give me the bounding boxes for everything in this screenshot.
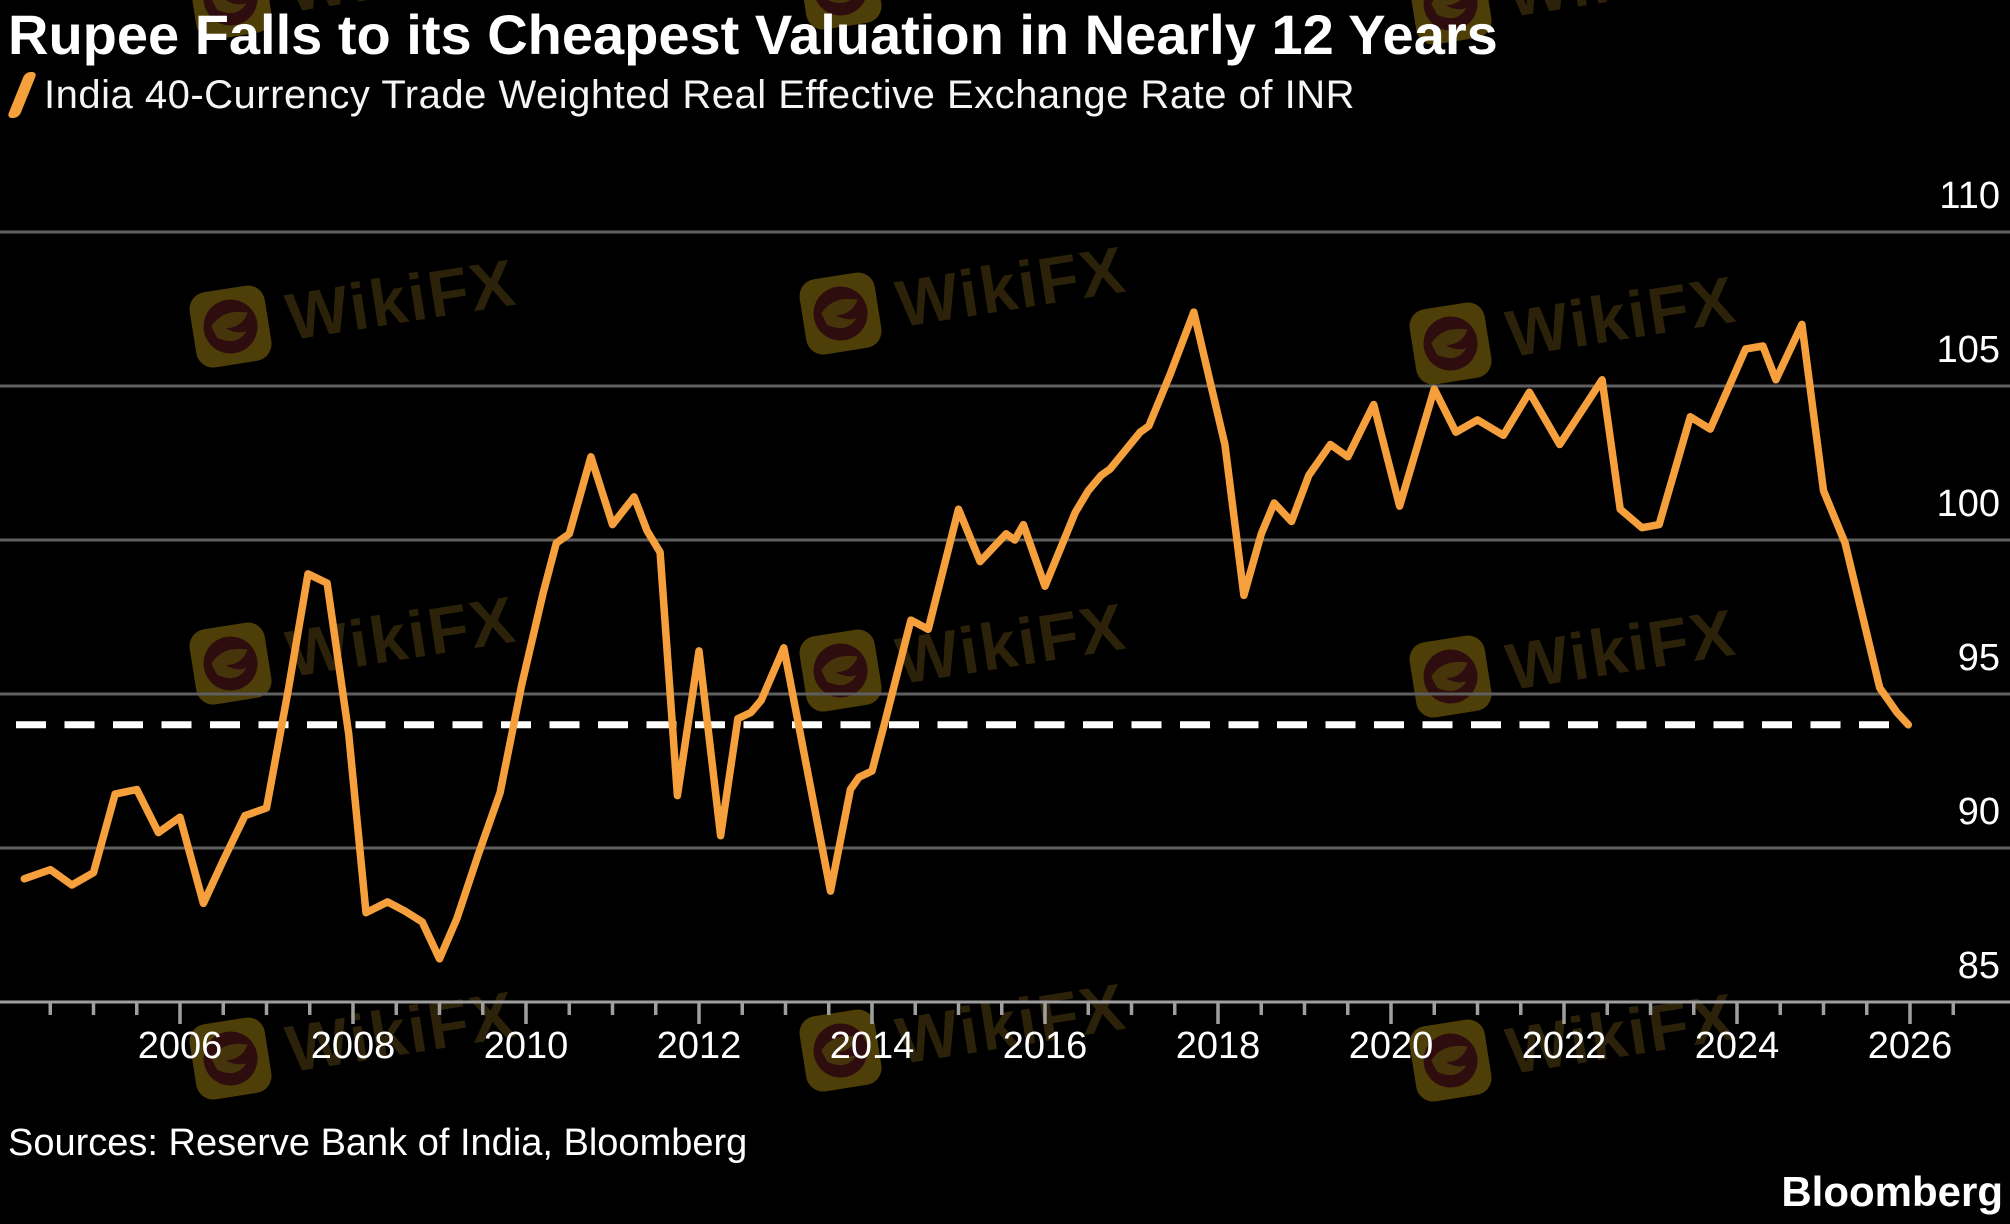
x-axis-label-2008: 2008 — [310, 1025, 396, 1067]
bloomberg-logo: Bloomberg — [1781, 1168, 2003, 1215]
x-axis-label-2018: 2018 — [1175, 1025, 1261, 1067]
x-axis-label-2024: 2024 — [1694, 1025, 1780, 1067]
x-axis-label-2010: 2010 — [483, 1025, 569, 1067]
x-axis-label-2006: 2006 — [137, 1025, 223, 1067]
reer-series-line — [20, 308, 1913, 963]
y-axis-label-100: 100 — [1936, 483, 2000, 525]
x-axis-label-2020: 2020 — [1348, 1025, 1434, 1067]
sources-note: Sources: Reserve Bank of India, Bloomber… — [8, 1122, 748, 1164]
orange-slash-icon — [6, 72, 38, 118]
y-axis-label-85: 85 — [1957, 945, 2000, 987]
x-axis-label-2022: 2022 — [1521, 1025, 1607, 1067]
x-axis-label-2012: 2012 — [656, 1025, 742, 1067]
x-axis-label-2014: 2014 — [829, 1025, 915, 1067]
y-axis-label-110: 110 — [1939, 175, 2000, 217]
chart-title: Rupee Falls to its Cheapest Valuation in… — [8, 3, 1498, 66]
x-axis-label-2026: 2026 — [1867, 1025, 1953, 1067]
x-axis-label-2016: 2016 — [1002, 1025, 1088, 1067]
legend-label: India 40-Currency Trade Weighted Real Ef… — [44, 72, 1355, 117]
y-axis-label-90: 90 — [1957, 791, 2000, 833]
y-axis-label-105: 105 — [1936, 329, 2000, 371]
y-axis-label-95: 95 — [1957, 637, 2000, 679]
legend: India 40-Currency Trade Weighted Real Ef… — [6, 72, 1355, 118]
